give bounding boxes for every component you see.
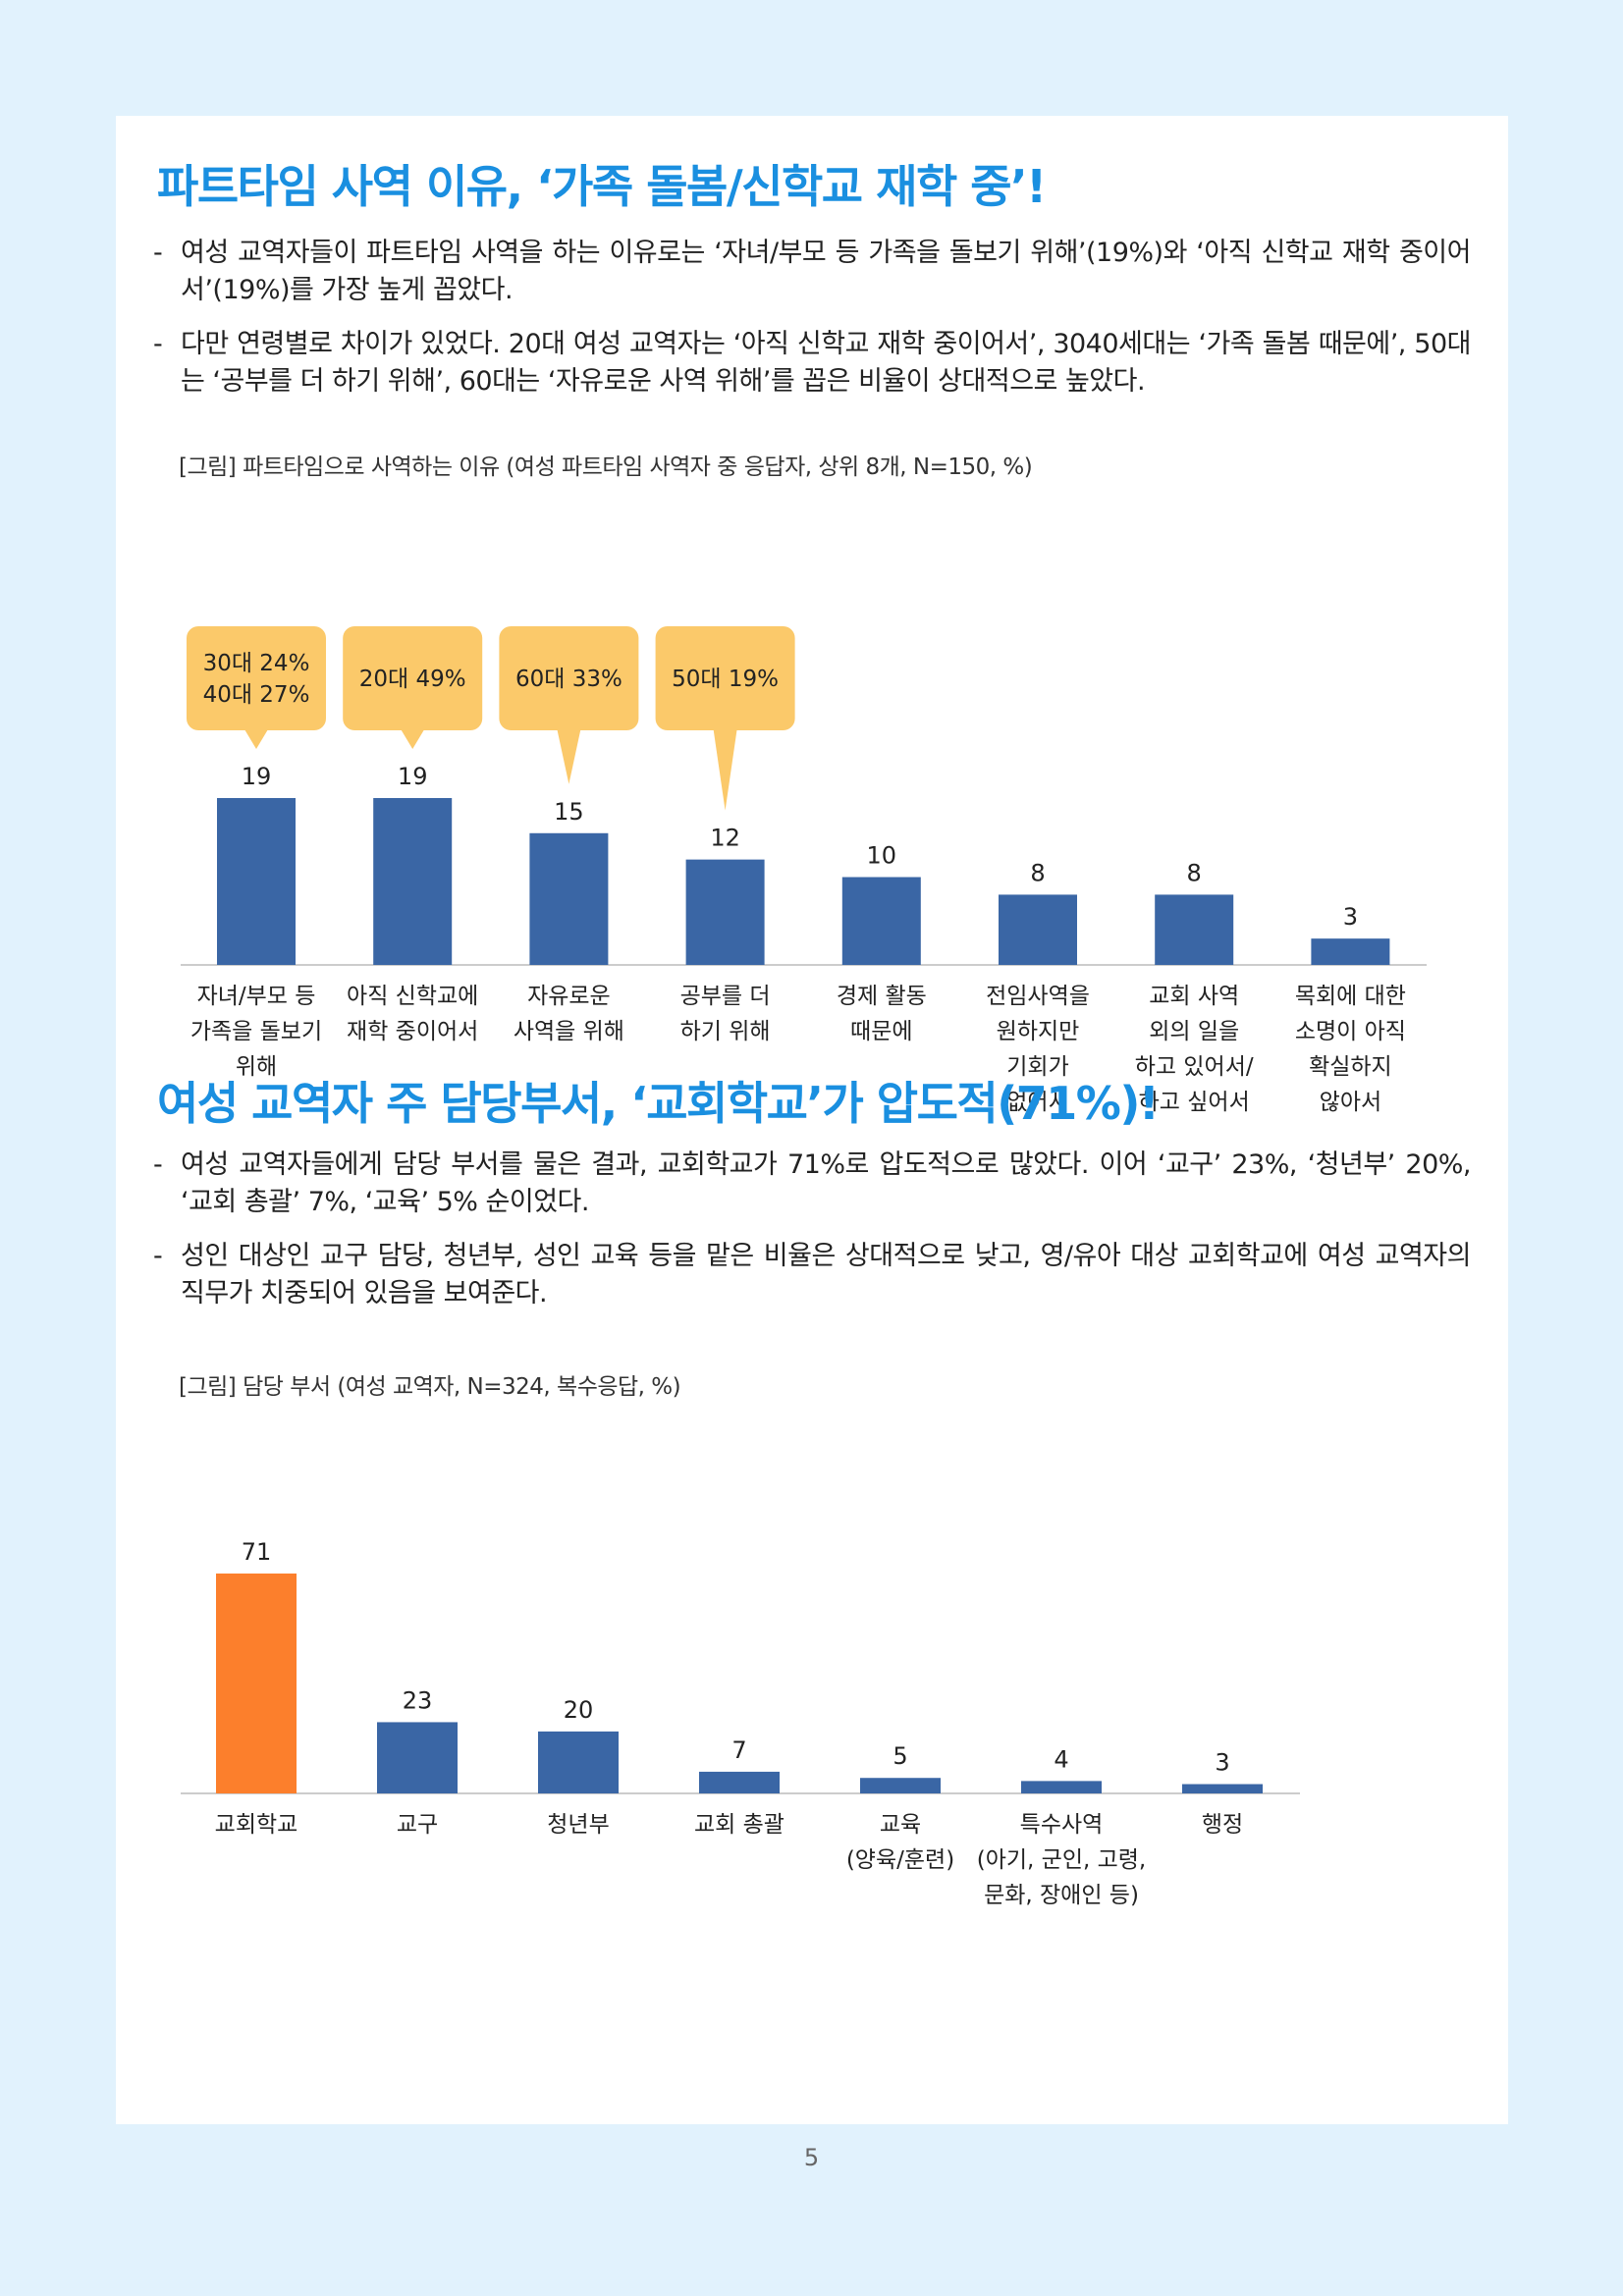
bar	[216, 1574, 297, 1793]
value-label: 5	[893, 1742, 907, 1770]
bar	[841, 877, 921, 965]
callout: 60대 33%	[499, 626, 639, 784]
value-label: 10	[867, 842, 897, 870]
callout: 50대 19%	[655, 626, 795, 811]
value-label: 4	[1054, 1745, 1068, 1773]
bar	[538, 1731, 619, 1793]
category-label: 때문에	[850, 1019, 912, 1044]
bullet-text: 다만 연령별로 차이가 있었다. 20대 여성 교역자는 ‘아직 신학교 재학 …	[181, 329, 1472, 397]
bullet-list-departments: - 여성 교역자들에게 담당 부서를 물은 결과, 교회학교가 71%로 압도적…	[153, 1147, 1472, 1329]
figure-caption-part-time: [그림] 파트타임으로 사역하는 이유 (여성 파트타임 사역자 중 응답자, …	[179, 454, 1033, 480]
callout-label: 40대 27%	[203, 682, 310, 708]
category-label: 하기 위해	[680, 1019, 771, 1044]
bullet-text: 성인 대상인 교구 담당, 청년부, 성인 교육 등을 맡은 비율은 상대적으로…	[181, 1241, 1472, 1308]
bar	[1311, 938, 1390, 965]
bar	[1182, 1784, 1263, 1793]
category-label: 목회에 대한	[1295, 984, 1406, 1009]
value-label: 15	[554, 798, 584, 826]
category-label: 교회학교	[215, 1812, 298, 1838]
value-label: 20	[564, 1696, 594, 1724]
callout-label: 30대 24%	[203, 651, 310, 676]
report-page: 파트타임 사역 이유, ‘가족 돌봄/신학교 재학 중’! - 여성 교역자들이…	[116, 116, 1508, 2124]
category-label: 문화, 장애인 등)	[984, 1883, 1139, 1908]
category-label: 청년부	[547, 1812, 609, 1838]
bullet-dash: -	[153, 1241, 163, 1271]
bullet-text: 여성 교역자들에게 담당 부서를 물은 결과, 교회학교가 71%로 압도적으로…	[181, 1149, 1472, 1217]
bullet-dash: -	[153, 1149, 163, 1180]
section-title-departments: 여성 교역자 주 담당부서, ‘교회학교’가 압도적(71%)!	[157, 1077, 1160, 1130]
bar	[377, 1722, 458, 1793]
bar	[860, 1778, 941, 1793]
bullet-list-part-time: - 여성 교역자들이 파트타임 사역을 하는 이유로는 ‘자녀/부모 등 가족을…	[153, 235, 1472, 417]
bar	[1021, 1781, 1102, 1793]
value-label: 19	[242, 763, 272, 790]
value-label: 8	[1187, 859, 1202, 886]
category-label: 특수사역	[1020, 1812, 1104, 1838]
value-label: 19	[398, 763, 428, 790]
bullet-dash: -	[153, 329, 163, 359]
callout-label: 20대 49%	[359, 667, 466, 692]
bullet-text: 여성 교역자들이 파트타임 사역을 하는 이유로는 ‘자녀/부모 등 가족을 돌…	[181, 238, 1472, 305]
category-label: 경제 활동	[837, 984, 927, 1009]
callout: 30대 24% 40대 27%	[187, 626, 326, 749]
category-label: (양육/훈련)	[846, 1847, 954, 1873]
value-label: 8	[1030, 859, 1045, 886]
category-label: 확실하지	[1309, 1054, 1392, 1080]
value-label: 71	[242, 1538, 272, 1566]
category-label: 않아서	[1320, 1090, 1381, 1115]
category-label: 재학 중이어서	[347, 1019, 478, 1044]
category-label: 소명이 아직	[1295, 1019, 1406, 1044]
value-label: 12	[710, 825, 740, 852]
bullet-item: - 여성 교역자들이 파트타임 사역을 하는 이유로는 ‘자녀/부모 등 가족을…	[153, 235, 1472, 309]
category-label: 하고 있어서/	[1135, 1054, 1254, 1080]
category-label: 자녀/부모 등	[197, 984, 316, 1009]
category-label: 아직 신학교에	[347, 984, 478, 1009]
callout-label: 50대 19%	[672, 667, 779, 692]
callout: 20대 49%	[343, 626, 483, 749]
category-label: 교회 사역	[1149, 984, 1239, 1009]
bar	[685, 859, 765, 965]
category-label: 원하지만	[997, 1019, 1080, 1044]
category-label: 기회가	[1006, 1054, 1068, 1080]
bar	[529, 832, 609, 965]
category-label: 사역을 위해	[514, 1019, 624, 1044]
bullet-item: - 여성 교역자들에게 담당 부서를 물은 결과, 교회학교가 71%로 압도적…	[153, 1147, 1472, 1221]
figure-caption-departments: [그림] 담당 부서 (여성 교역자, N=324, 복수응답, %)	[179, 1374, 681, 1400]
category-label: 없어서	[1006, 1090, 1068, 1115]
category-label: 교구	[397, 1812, 438, 1838]
bar	[373, 798, 453, 965]
category-label: 외의 일을	[1149, 1019, 1239, 1044]
category-label: 전임사역을	[986, 984, 1090, 1009]
category-label: 공부를 더	[680, 984, 771, 1009]
bullet-dash: -	[153, 238, 163, 268]
category-label: 자유로운	[527, 984, 611, 1009]
category-label: 하고 싶어서	[1139, 1090, 1250, 1115]
bar	[1155, 894, 1234, 965]
category-label: 가족을 돌보기	[190, 1019, 322, 1044]
value-label: 3	[1343, 903, 1358, 931]
section-title-part-time-reasons: 파트타임 사역 이유, ‘가족 돌봄/신학교 재학 중’!	[157, 160, 1047, 213]
category-label: 교육	[880, 1812, 921, 1838]
value-label: 7	[731, 1736, 746, 1764]
category-label: 행정	[1202, 1812, 1243, 1838]
page-number: 5	[803, 2144, 820, 2171]
bar	[699, 1771, 780, 1793]
departments-chart: 71 교회학교 23 교구 20 청년부 7 교회 총괄 5 교육 (양육/훈련) 4 특수사역 (아기,…	[181, 1538, 1300, 1908]
bar	[217, 798, 296, 965]
bar	[999, 894, 1077, 965]
value-label: 3	[1215, 1749, 1229, 1777]
bullet-item: - 성인 대상인 교구 담당, 청년부, 성인 교육 등을 맡은 비율은 상대적…	[153, 1238, 1472, 1312]
category-label: 교회 총괄	[694, 1812, 784, 1838]
category-label: 위해	[236, 1054, 277, 1080]
category-label: (아기, 군인, 고령,	[977, 1847, 1147, 1873]
bullet-item: - 다만 연령별로 차이가 있었다. 20대 여성 교역자는 ‘아직 신학교 재…	[153, 326, 1472, 400]
value-label: 23	[403, 1686, 433, 1714]
callout-label: 60대 33%	[515, 667, 622, 692]
